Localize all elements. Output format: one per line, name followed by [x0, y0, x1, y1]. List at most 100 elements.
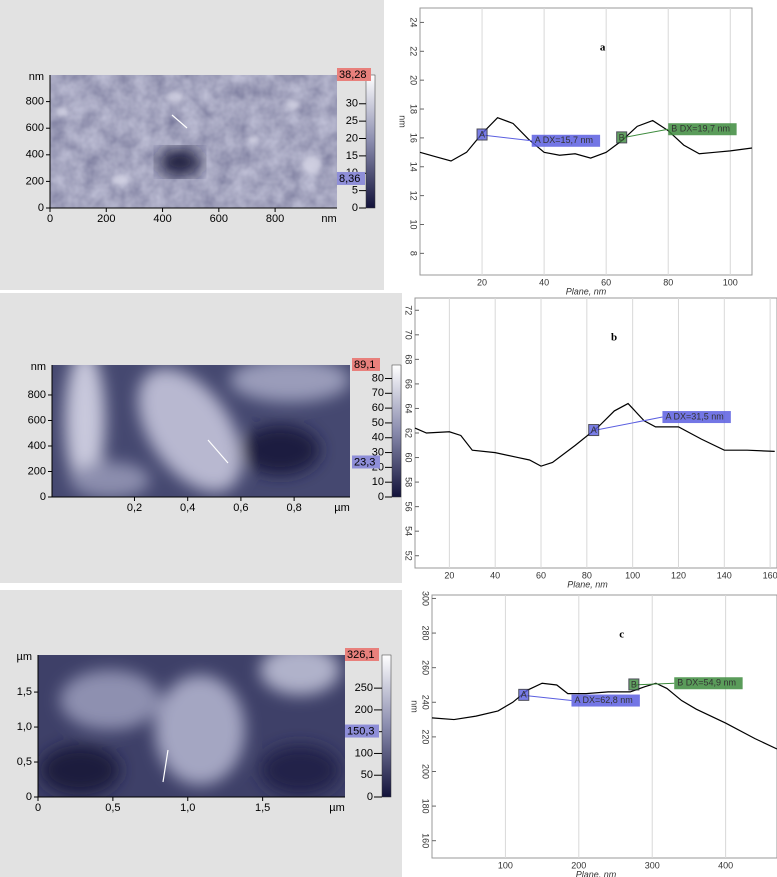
marker-label: 8,36: [339, 173, 360, 185]
marker-label: 23,3: [354, 456, 375, 468]
y-unit: nm: [29, 71, 44, 83]
marker-line: [633, 682, 675, 686]
colorbar-tick-label: 30: [372, 446, 384, 458]
colorbar-tick-label: 80: [372, 372, 384, 384]
x-tick-label: 800: [266, 213, 284, 225]
annotation: A DX=31,5 nm: [665, 411, 723, 421]
x-tick-label: 1,0: [180, 802, 195, 814]
y-tick-label: 54: [404, 526, 414, 536]
annotation: B DX=54,9 nm: [677, 678, 736, 688]
annotation-bg: [531, 134, 601, 147]
x-tick-label: 80: [663, 277, 673, 287]
x-tick-label: 0,8: [286, 502, 301, 514]
profile-line: [414, 402, 775, 467]
y-tick-label: 220: [421, 729, 431, 744]
y-tick-label: 400: [28, 440, 46, 452]
x-tick-label: 200: [571, 860, 586, 870]
y-tick-label: 200: [26, 175, 44, 187]
marker-box: [518, 688, 530, 701]
x-tick-label: 400: [153, 213, 171, 225]
afm-image: [38, 655, 345, 797]
color-bar: [365, 74, 376, 209]
colorbar-tick-label: 20: [346, 132, 358, 144]
annotation: A DX=15,7 nm: [535, 135, 593, 145]
y-tick-label: 280: [421, 626, 431, 641]
y-tick-label: 600: [28, 414, 46, 426]
y-axis-label: nm: [410, 700, 420, 713]
annotation-bg: [668, 123, 737, 136]
afm-image: [50, 75, 337, 208]
marker-name: A: [479, 129, 485, 139]
colorbar-tick-label: 70: [372, 387, 384, 399]
y-tick-label: 1,5: [17, 686, 32, 698]
y-tick-label: 1,0: [17, 721, 32, 733]
chart-title: a: [600, 42, 606, 54]
x-tick-label: 1,5: [255, 802, 270, 814]
x-tick-label: 300: [645, 860, 660, 870]
colorbar-tick-label: 30: [346, 98, 358, 110]
y-tick-label: 600: [26, 122, 44, 134]
x-tick-label: 100: [625, 570, 640, 580]
plot-frame: [431, 594, 777, 859]
y-tick-label: 0: [26, 791, 32, 803]
x-tick-label: 100: [498, 860, 513, 870]
marker-box: [476, 128, 488, 141]
color-bar: [391, 364, 402, 498]
x-tick-label: 0: [35, 802, 41, 814]
y-tick-label: 260: [421, 660, 431, 675]
x-tick-label: 20: [477, 277, 487, 287]
y-tick-label: 240: [421, 695, 431, 710]
marker-box: [588, 424, 600, 437]
max-label-bg: [337, 68, 371, 81]
x-unit: µm: [334, 502, 350, 514]
y-unit: µm: [16, 651, 32, 663]
chart-title: b: [611, 332, 617, 344]
y-tick-label: 18: [409, 104, 419, 114]
y-tick-label: 64: [404, 403, 414, 413]
max-label: 89,1: [354, 359, 375, 371]
colorbar-tick-label: 250: [355, 682, 373, 694]
colorbar-tick-label: 50: [361, 769, 373, 781]
y-tick-label: 70: [404, 330, 414, 340]
y-tick-label: 66: [404, 379, 414, 389]
x-tick-label: 80: [582, 570, 592, 580]
max-label-bg: [352, 358, 380, 371]
x-tick-label: 60: [536, 570, 546, 580]
marker-name: B: [619, 132, 625, 142]
y-tick-label: 60: [404, 453, 414, 463]
colorbar-tick-label: 40: [372, 432, 384, 444]
x-tick-label: 100: [723, 277, 738, 287]
x-tick-label: 160: [763, 570, 777, 580]
annotation: A DX=62,8 nm: [574, 695, 632, 705]
y-tick-label: 22: [409, 46, 419, 56]
x-unit: nm: [321, 213, 336, 225]
y-tick-label: 180: [421, 799, 431, 814]
y-tick-label: 8: [409, 251, 419, 256]
y-tick-label: 68: [404, 354, 414, 364]
y-tick-label: 16: [409, 133, 419, 143]
x-axis-label: Plane, nm: [576, 869, 617, 877]
y-tick-label: 56: [404, 502, 414, 512]
afm-image: [52, 365, 350, 497]
colorbar-tick-label: 0: [378, 491, 384, 503]
marker-label-bg: [345, 724, 379, 738]
profile-line: [431, 682, 777, 750]
x-tick-label: 40: [539, 277, 549, 287]
x-tick-label: 120: [671, 570, 686, 580]
x-tick-label: 40: [490, 570, 500, 580]
marker-line: [621, 128, 669, 139]
x-tick-label: 0,2: [127, 502, 142, 514]
y-tick-label: 800: [28, 389, 46, 401]
x-tick-label: 600: [210, 213, 228, 225]
max-label-bg: [345, 648, 379, 661]
y-tick-label: 58: [404, 477, 414, 487]
y-unit: nm: [31, 361, 46, 373]
y-tick-label: 10: [409, 219, 419, 229]
x-unit: µm: [329, 802, 345, 814]
y-tick-label: 0: [38, 202, 44, 214]
y-axis-label: nm: [398, 115, 408, 128]
x-tick-label: 0: [47, 213, 53, 225]
annotation: B DX=19,7 nm: [671, 124, 730, 134]
